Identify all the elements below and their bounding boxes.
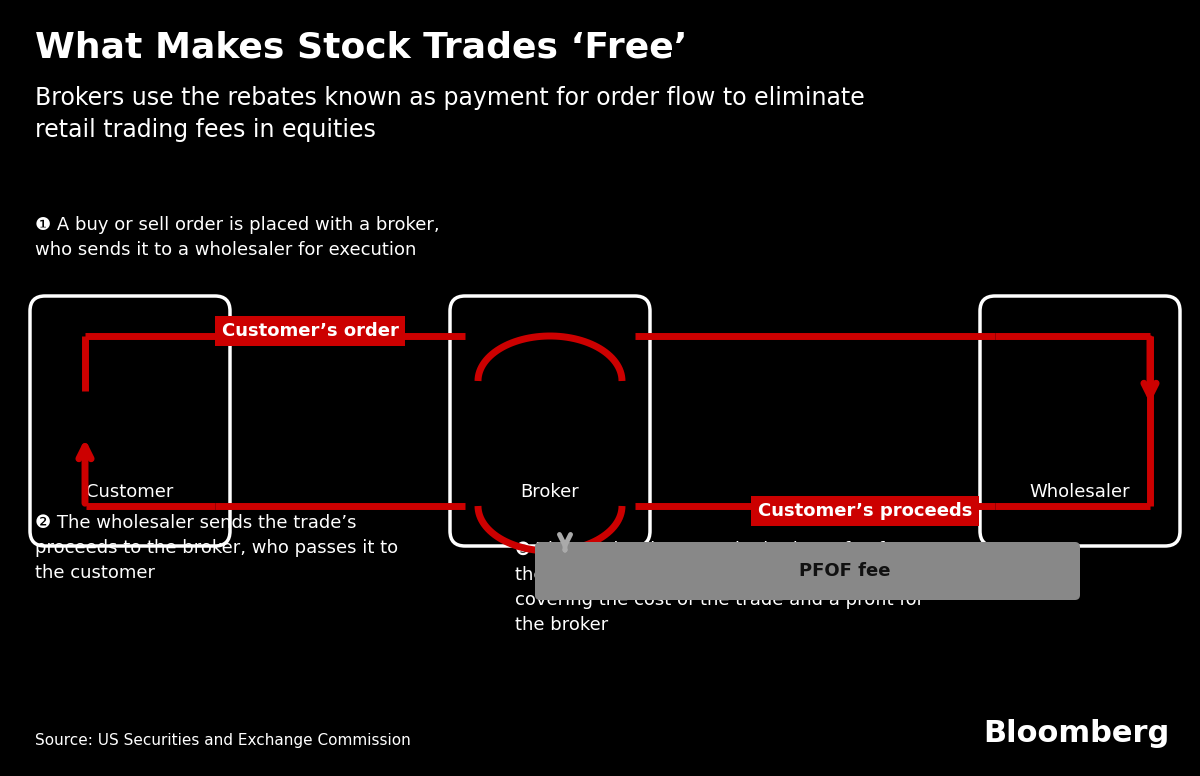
Text: ❸ The wholesaler pays the broker a fee for
the business. The fee is usually spli: ❸ The wholesaler pays the broker a fee f… [515,541,926,634]
Text: Customer’s order: Customer’s order [222,322,398,340]
Text: Wholesaler: Wholesaler [1030,483,1130,501]
Text: Customer’s proceeds: Customer’s proceeds [758,502,972,520]
FancyBboxPatch shape [535,542,1080,600]
Text: Broker: Broker [521,483,580,501]
FancyBboxPatch shape [30,296,230,546]
Text: Bloomberg: Bloomberg [984,719,1170,748]
FancyBboxPatch shape [980,296,1180,546]
Text: ❷ The wholesaler sends the trade’s
proceeds to the broker, who passes it to
the : ❷ The wholesaler sends the trade’s proce… [35,514,398,582]
Text: Customer: Customer [86,483,174,501]
Text: What Makes Stock Trades ‘Free’: What Makes Stock Trades ‘Free’ [35,31,688,65]
FancyBboxPatch shape [450,296,650,546]
Text: ❶ A buy or sell order is placed with a broker,
who sends it to a wholesaler for : ❶ A buy or sell order is placed with a b… [35,216,439,259]
Text: Source: US Securities and Exchange Commission: Source: US Securities and Exchange Commi… [35,733,410,748]
Text: PFOF fee: PFOF fee [799,562,890,580]
Text: Brokers use the rebates known as payment for order flow to eliminate
retail trad: Brokers use the rebates known as payment… [35,86,865,141]
